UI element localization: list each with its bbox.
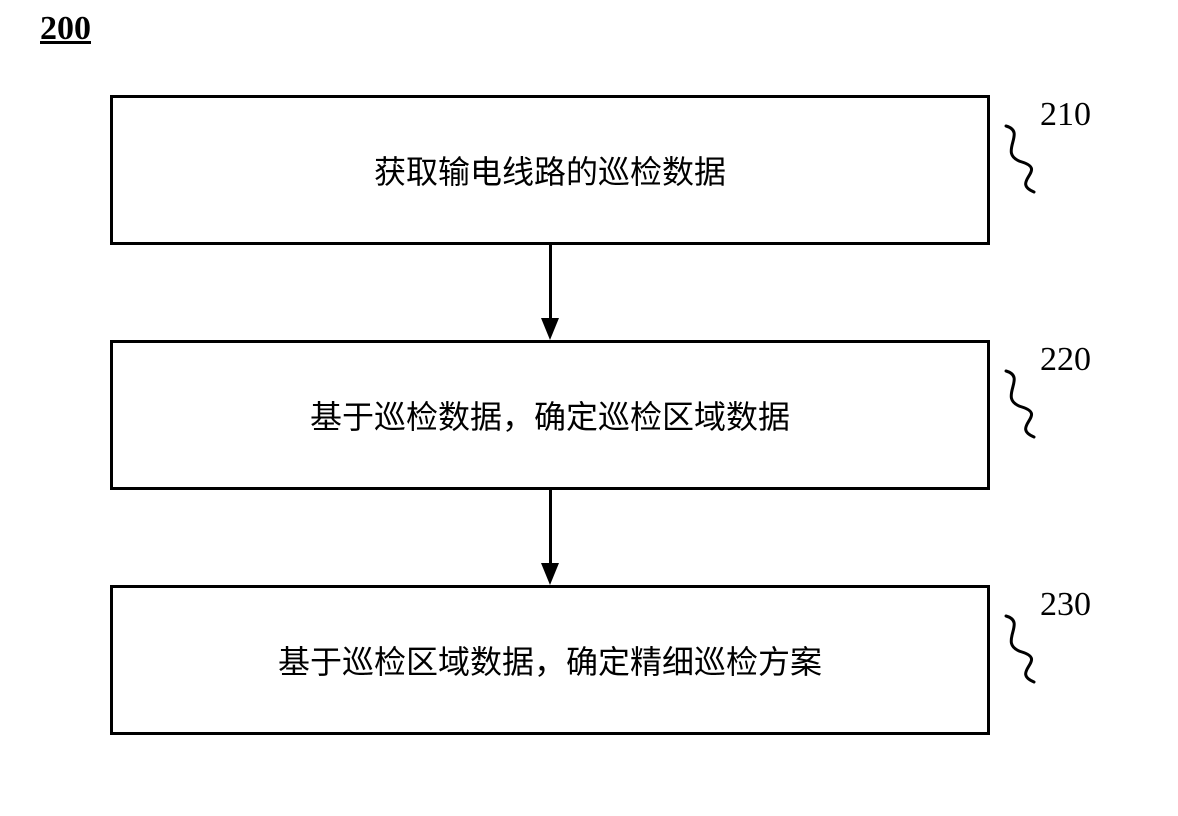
step-ref-220: 220 [1040, 341, 1091, 379]
step-box-220: 基于巡检数据，确定巡检区域数据 [110, 340, 990, 490]
step-box-230: 基于巡检区域数据，确定精细巡检方案 [110, 585, 990, 735]
arrow-line-1 [549, 245, 552, 318]
arrow-line-2 [549, 490, 552, 563]
step-text-210: 获取输电线路的巡检数据 [374, 147, 726, 193]
figure-number: 200 [40, 10, 91, 48]
step-text-230: 基于巡检区域数据，确定精细巡检方案 [278, 637, 822, 683]
step-text-220: 基于巡检数据，确定巡检区域数据 [310, 392, 790, 438]
flowchart-canvas: 200 获取输电线路的巡检数据 210 基于巡检数据，确定巡检区域数据 220 … [0, 0, 1178, 816]
step-box-210: 获取输电线路的巡检数据 [110, 95, 990, 245]
arrow-head-2 [541, 563, 559, 585]
step-ref-210: 210 [1040, 96, 1091, 134]
step-ref-230: 230 [1040, 586, 1091, 624]
arrow-head-1 [541, 318, 559, 340]
